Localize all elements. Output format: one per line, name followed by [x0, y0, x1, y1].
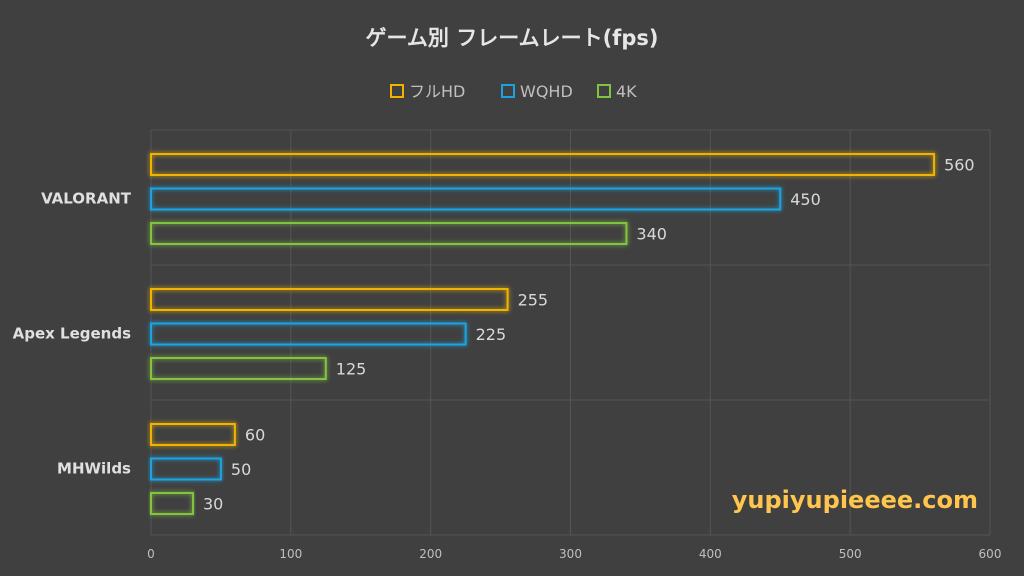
legend-label: WQHD: [520, 82, 573, 101]
category-label: Apex Legends: [13, 325, 131, 343]
data-label: 340: [636, 225, 667, 244]
watermark: yupiyupieeee.com: [731, 486, 978, 514]
data-label: 255: [518, 291, 549, 310]
category-label: VALORANT: [41, 190, 132, 208]
legend-label: フルHD: [409, 82, 465, 101]
data-label: 50: [231, 460, 251, 479]
bar-mhwilds-1: [150, 457, 222, 481]
labels: 0 100 200 300 400 500 600 VALORANT 560 450 340 Apex…: [13, 156, 1002, 562]
data-label: 30: [203, 495, 223, 514]
category-label: MHWilds: [57, 460, 131, 478]
x-tick-label: 300: [559, 547, 582, 561]
legend-swatch: [597, 84, 611, 98]
bar-valorant-2: [150, 222, 628, 245]
chart-title: ゲーム別 フレームレート(fps): [365, 26, 659, 50]
data-label: 225: [476, 325, 507, 344]
x-tick-label: 400: [699, 547, 722, 561]
legend-swatch: [501, 84, 515, 98]
bar-apex-legends-2: [150, 357, 327, 380]
bars: [150, 153, 936, 515]
bar-valorant-1: [150, 187, 782, 211]
bar-mhwilds-2: [150, 492, 194, 515]
x-tick-label: 200: [419, 547, 442, 561]
legend-swatch: [390, 84, 404, 98]
legend: フルHD WQHD 4K: [390, 82, 637, 101]
data-label: 60: [245, 426, 265, 445]
data-label: 560: [944, 156, 975, 175]
bar-mhwilds-0: [150, 423, 236, 446]
bar-apex-legends-0: [150, 288, 509, 311]
x-tick-label: 0: [147, 547, 155, 561]
grid: [150, 129, 991, 536]
data-label: 450: [790, 190, 821, 209]
bar-apex-legends-1: [150, 322, 467, 346]
x-tick-label: 500: [839, 547, 862, 561]
data-label: 125: [336, 360, 367, 379]
x-tick-label: 100: [279, 547, 302, 561]
x-tick-label: 600: [979, 547, 1002, 561]
bar-valorant-0: [150, 153, 936, 176]
legend-label: 4K: [616, 82, 637, 101]
